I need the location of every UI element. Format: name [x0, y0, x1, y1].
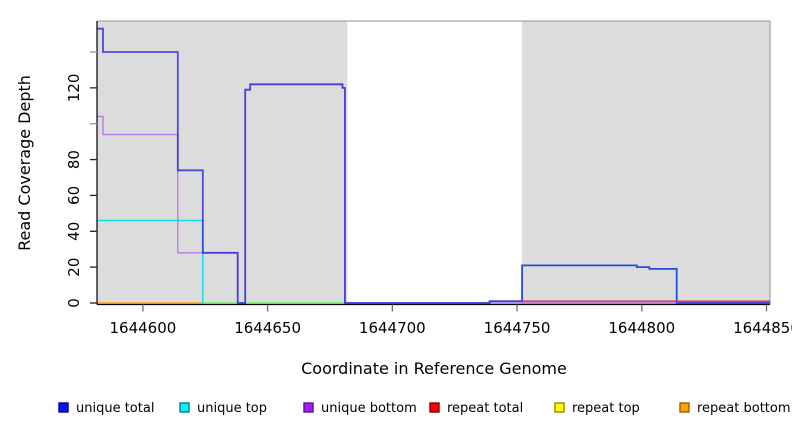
- y-tick-label: 60: [65, 186, 83, 205]
- legend-swatch-repeat-total: [429, 402, 440, 413]
- x-axis-title: Coordinate in Reference Genome: [301, 359, 567, 378]
- y-tick-label: 20: [65, 258, 83, 277]
- shaded-repeat-regions: [97, 21, 770, 305]
- x-tick-label: 1644800: [608, 319, 675, 337]
- legend-label: repeat top: [572, 401, 640, 416]
- x-tick-label: 1644750: [484, 319, 551, 337]
- y-tick-label: 120: [65, 74, 83, 103]
- legend-swatch-repeat-top: [554, 402, 565, 413]
- legend-label: repeat total: [447, 401, 523, 416]
- legend-label: unique bottom: [321, 401, 417, 416]
- coverage-series-lines: [97, 27, 770, 304]
- series-unique-total: [97, 27, 770, 304]
- legend-swatch-unique-total: [58, 402, 69, 413]
- y-tick-label: 80: [65, 150, 83, 169]
- x-tick-label: 1644600: [109, 319, 176, 337]
- legend-label: repeat bottom: [697, 401, 791, 416]
- legend-swatch-repeat-bottom: [679, 402, 690, 413]
- legend-label: unique total: [76, 401, 154, 416]
- legend-swatch-unique-top: [179, 402, 190, 413]
- x-tick-label: 1644700: [359, 319, 426, 337]
- x-axis-ticks: 1644600 1644650 1644700 1644750 1644800 16448…: [109, 304, 792, 337]
- plot-box-border: [97, 20, 771, 305]
- shaded-region: [97, 21, 348, 305]
- x-tick-label: 1644650: [234, 319, 301, 337]
- legend-item: repeat total: [429, 401, 523, 416]
- y-tick-label: 40: [65, 222, 83, 241]
- y-axis-title: Read Coverage Depth: [15, 75, 34, 251]
- axes: [96, 21, 770, 306]
- legend-item: repeat top: [554, 401, 640, 416]
- y-tick-label: 0: [65, 298, 83, 308]
- legend-item: unique total: [58, 401, 154, 416]
- legend: unique total unique top unique bottom repea…: [58, 401, 791, 416]
- legend-item: repeat bottom: [679, 401, 791, 416]
- legend-item: unique bottom: [303, 401, 417, 416]
- legend-label: unique top: [197, 401, 267, 416]
- legend-item: unique top: [179, 401, 267, 416]
- legend-swatch-unique-bottom: [303, 402, 314, 413]
- y-axis-ticks: 0 20 40 60 80 120: [65, 51, 97, 308]
- shaded-region: [522, 21, 770, 305]
